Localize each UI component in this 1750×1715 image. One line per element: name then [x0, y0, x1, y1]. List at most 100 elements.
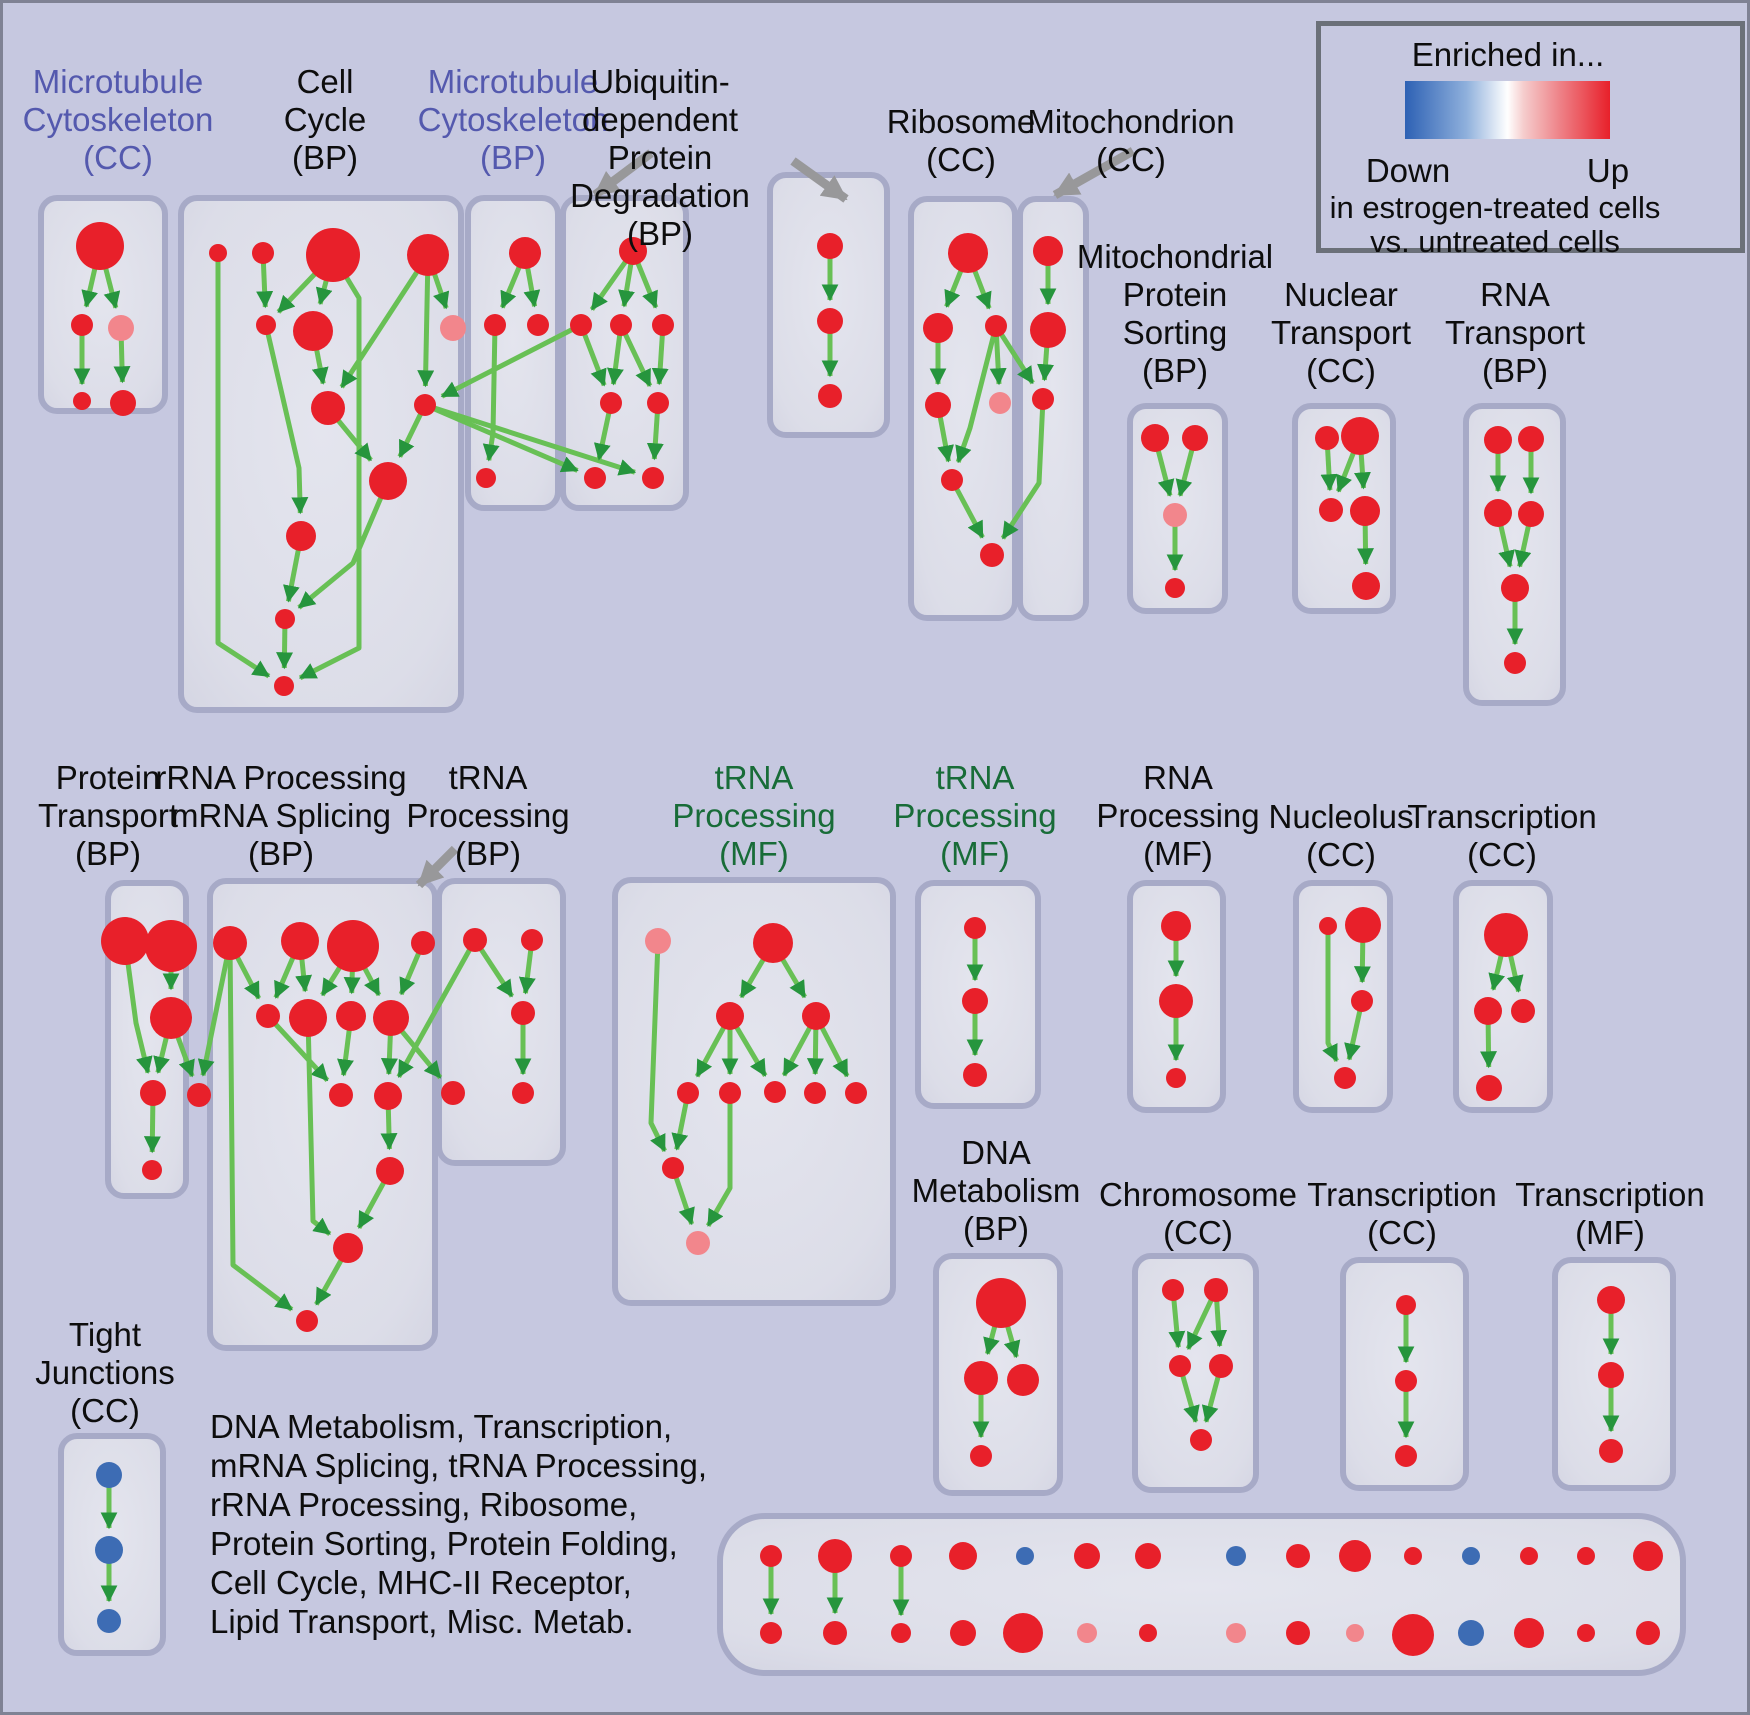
edge-b9-d7: [424, 402, 579, 473]
node-tm4: [802, 1002, 830, 1030]
node-w10t: [1339, 1540, 1371, 1572]
node-q1: [1484, 913, 1528, 957]
node-d1: [619, 237, 647, 265]
node-f2: [923, 313, 953, 343]
node-w13t: [1520, 1547, 1538, 1565]
edge-b1-b13: [215, 253, 271, 679]
node-rr8: [373, 1000, 409, 1036]
node-tb3: [511, 1001, 535, 1025]
node-w9b: [1286, 1621, 1310, 1645]
edge-tm1-tm10: [648, 940, 667, 1153]
node-pt2: [145, 920, 197, 972]
node-w6t: [1074, 1543, 1100, 1569]
node-dm4: [970, 1445, 992, 1467]
node-n3: [1319, 498, 1343, 522]
label-ribosome-cc: Ribosome (CC): [886, 103, 1036, 178]
node-b3: [306, 228, 360, 282]
node-f5: [989, 392, 1011, 414]
node-d6: [647, 392, 669, 414]
node-h4: [1165, 578, 1185, 598]
node-h2: [1182, 425, 1208, 451]
label-protein-transport-bp: Protein Transport (BP): [38, 759, 178, 872]
node-f6: [941, 469, 963, 491]
node-d4: [652, 314, 674, 336]
node-tm10: [662, 1157, 684, 1179]
pointer-to-ubiquitin-box-2: [790, 157, 849, 203]
label-trna-processing-mf-small: tRNA Processing (MF): [893, 759, 1057, 872]
node-rr11: [376, 1157, 404, 1185]
edge-rr5-rr9: [266, 1014, 330, 1082]
node-rp1: [1161, 911, 1191, 941]
node-w7t: [1135, 1543, 1161, 1569]
node-a4: [73, 392, 91, 410]
node-b2: [252, 242, 274, 264]
legend-up-label: Up: [1586, 152, 1630, 189]
node-t2: [1518, 426, 1544, 452]
node-w6b: [1077, 1623, 1097, 1643]
node-o3: [1351, 990, 1373, 1012]
node-c1: [509, 237, 541, 269]
edge-b4-b9: [417, 254, 435, 388]
node-b9: [414, 394, 436, 416]
node-tb1: [463, 928, 487, 952]
node-ts1: [964, 917, 986, 939]
node-t6: [1504, 652, 1526, 674]
edge-o1-o4: [1322, 926, 1339, 1063]
edge-f3-f6: [955, 325, 999, 464]
edge-f3-g3: [993, 324, 1035, 385]
edge-pt1-pt4: [122, 940, 153, 1074]
node-a5: [110, 390, 136, 416]
node-b12: [275, 609, 295, 629]
node-c4: [476, 468, 496, 488]
node-w14t: [1577, 1547, 1595, 1565]
label-microtubule-cytoskeleton-cc: Microtubule Cytoskeleton (CC): [22, 63, 214, 176]
label-trna-processing-bp: tRNA Processing (BP): [406, 759, 570, 872]
node-rr2: [281, 922, 319, 960]
network-canvas: [38, 147, 1686, 1676]
node-tm11: [686, 1231, 710, 1255]
pointer-to-mitochondrion-box: [1052, 147, 1136, 199]
node-tm9: [845, 1082, 867, 1104]
edge-b10-b12: [297, 480, 391, 610]
node-t3: [1484, 499, 1512, 527]
node-tm1: [645, 928, 671, 954]
node-tm7: [764, 1081, 786, 1103]
node-h3: [1163, 503, 1187, 527]
node-b6: [293, 311, 333, 351]
label-rna-transport-bp: RNA Transport (BP): [1445, 276, 1585, 389]
node-d3: [610, 314, 632, 336]
node-tm2: [753, 923, 793, 963]
node-w9t: [1286, 1544, 1310, 1568]
node-n1: [1315, 426, 1339, 450]
node-w8t: [1226, 1546, 1246, 1566]
group-box-cell-cycle: [178, 195, 464, 713]
node-w10b: [1346, 1624, 1364, 1642]
node-rr6: [289, 999, 327, 1037]
node-n2: [1341, 417, 1379, 455]
node-w4t: [949, 1542, 977, 1570]
node-y2: [1598, 1362, 1624, 1388]
node-d7: [584, 467, 606, 489]
edge-c2-c4: [482, 324, 500, 462]
pointer-to-trna-bp-box: [415, 845, 459, 889]
edge-tb1-rr10: [396, 938, 478, 1079]
label-transcription-cc-mid: Transcription (CC): [1407, 798, 1597, 873]
node-o4: [1334, 1067, 1356, 1089]
node-w8b: [1226, 1623, 1246, 1643]
node-rr1: [213, 926, 247, 960]
label-cell-cycle-bp: Cell Cycle (BP): [283, 63, 367, 176]
label-nucleolus-cc: Nucleolus (CC): [1268, 798, 1414, 873]
node-w5t: [1016, 1547, 1034, 1565]
node-y1: [1597, 1286, 1625, 1314]
legend-subtitle-1: in estrogen-treated cells: [1329, 190, 1661, 225]
node-a3: [108, 315, 134, 341]
node-tm3: [716, 1002, 744, 1030]
label-trna-processing-mf-large: tRNA Processing (MF): [672, 759, 836, 872]
node-w11t: [1404, 1547, 1422, 1565]
node-a2: [71, 314, 93, 336]
node-k3: [1169, 1355, 1191, 1377]
node-e3: [818, 384, 842, 408]
group-box-mitochondrion: [1017, 196, 1089, 621]
label-annotation-list: DNA Metabolism, Transcription, mRNA Spli…: [210, 1408, 708, 1640]
